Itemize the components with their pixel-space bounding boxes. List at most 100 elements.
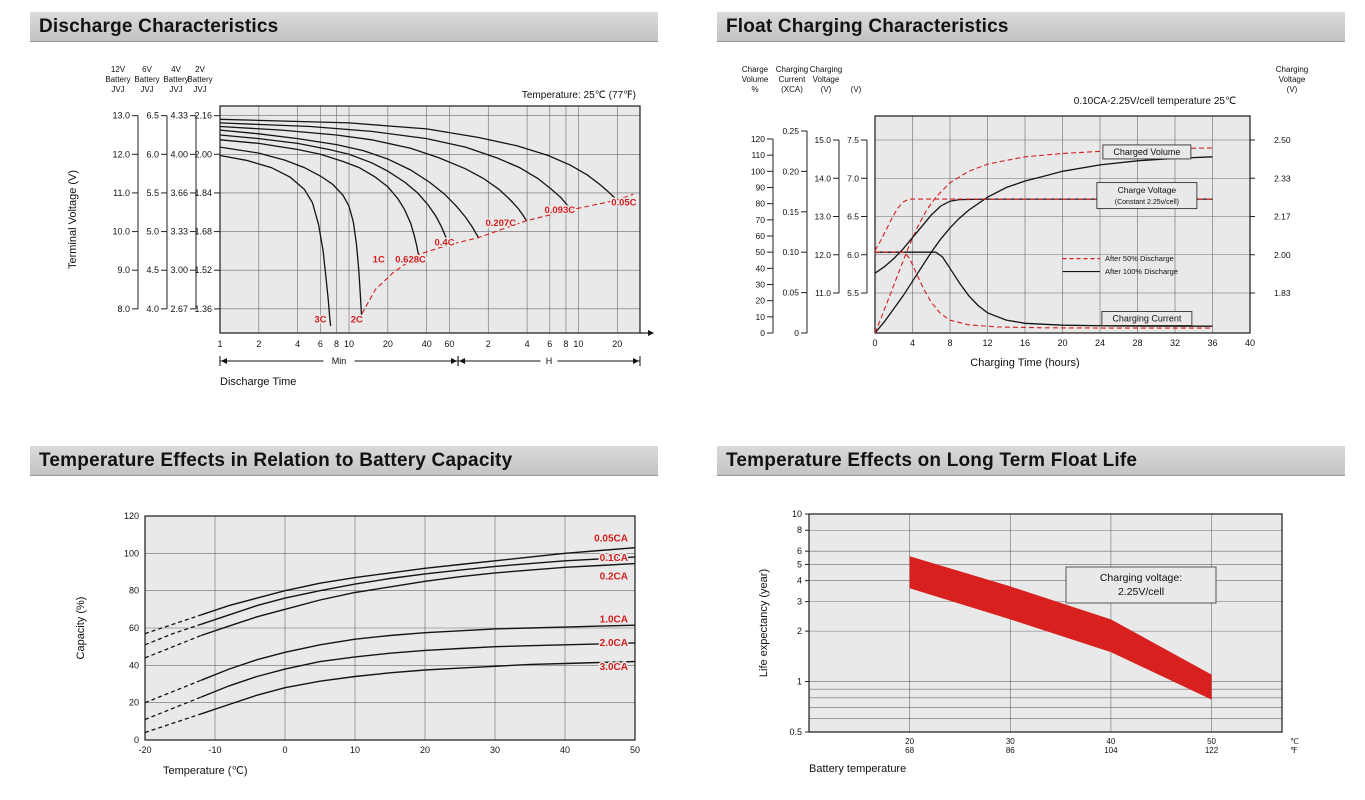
series-0.05C discharge (219, 118, 618, 201)
svg-text:Charging Time (hours): Charging Time (hours) (970, 357, 1079, 369)
svg-text:6.0: 6.0 (847, 250, 859, 260)
series-1.0CA (200, 624, 636, 681)
series-1.0CA-dashed (144, 679, 202, 704)
svg-text:℃: ℃ (1290, 737, 1299, 746)
svg-text:2.50: 2.50 (1274, 135, 1291, 145)
series-0.1CA (200, 556, 636, 625)
svg-text:Charge: Charge (742, 65, 769, 74)
svg-text:(V): (V) (851, 85, 862, 94)
svg-text:(V): (V) (821, 85, 832, 94)
svg-text:120: 120 (124, 511, 139, 521)
svg-text:0.05: 0.05 (782, 288, 799, 298)
svg-text:JVJ: JVJ (169, 85, 182, 94)
svg-text:-10: -10 (208, 745, 221, 755)
svg-text:40: 40 (756, 263, 766, 273)
svg-text:20: 20 (420, 745, 430, 755)
svg-text:1: 1 (797, 677, 802, 687)
svg-text:20: 20 (383, 339, 393, 349)
svg-text:0.628C: 0.628C (395, 254, 426, 265)
float-charging-plot: ChargeVolume%120110100908070605040302010… (742, 65, 1309, 369)
series-2.0CA-dashed (144, 696, 202, 721)
svg-text:104: 104 (1104, 746, 1118, 755)
svg-text:36: 36 (1207, 338, 1217, 348)
svg-text:40: 40 (1106, 737, 1115, 746)
svg-text:5: 5 (797, 559, 802, 569)
svg-text:-20: -20 (138, 745, 151, 755)
svg-text:0.10CA-2.25V/cell temperature: 0.10CA-2.25V/cell temperature 25℃ (1074, 96, 1236, 107)
svg-text:68: 68 (905, 746, 914, 755)
svg-text:2.67: 2.67 (170, 304, 188, 314)
discharge-chart: 12VBatteryJVJ13.012.011.010.09.08.06VBat… (67, 65, 654, 388)
svg-text:11.0: 11.0 (113, 188, 130, 198)
svg-text:After 100% Discharge: After 100% Discharge (1105, 267, 1178, 276)
svg-text:40: 40 (560, 745, 570, 755)
svg-text:90: 90 (756, 183, 766, 193)
svg-text:24: 24 (1095, 338, 1105, 348)
section-title-temp-capacity: Temperature Effects in Relation to Batte… (30, 446, 658, 476)
svg-text:5.5: 5.5 (146, 188, 159, 198)
svg-text:Terminal Voltage (V): Terminal Voltage (V) (67, 170, 79, 269)
svg-text:0.2CA: 0.2CA (600, 572, 628, 583)
section-title-discharge: Discharge Characteristics (30, 12, 658, 42)
svg-text:10: 10 (756, 312, 766, 322)
svg-text:0: 0 (872, 338, 877, 348)
svg-text:2.00: 2.00 (194, 149, 212, 159)
svg-text:60: 60 (756, 231, 766, 241)
svg-text:30: 30 (756, 280, 766, 290)
svg-text:2: 2 (486, 339, 491, 349)
svg-text:50: 50 (756, 247, 766, 257)
svg-text:40: 40 (422, 339, 432, 349)
svg-text:0: 0 (282, 745, 287, 755)
svg-text:℉: ℉ (1290, 746, 1298, 755)
svg-text:1.0CA: 1.0CA (600, 615, 628, 626)
svg-text:3.0CA: 3.0CA (600, 662, 628, 673)
svg-text:16: 16 (1020, 338, 1030, 348)
svg-text:2: 2 (797, 626, 802, 636)
svg-text:6.5: 6.5 (146, 111, 159, 121)
svg-text:Discharge Time: Discharge Time (220, 376, 296, 388)
svg-text:0.15: 0.15 (782, 207, 799, 217)
svg-text:Battery: Battery (134, 75, 159, 84)
svg-text:4: 4 (797, 576, 802, 586)
svg-text:10: 10 (350, 745, 360, 755)
svg-text:6.5: 6.5 (847, 212, 859, 222)
svg-text:12.0: 12.0 (112, 149, 130, 159)
svg-text:3.00: 3.00 (170, 265, 188, 275)
svg-text:2.00: 2.00 (1274, 250, 1291, 260)
series-0.4C discharge (219, 129, 480, 238)
svg-text:11.0: 11.0 (815, 288, 831, 298)
section-discharge: Discharge Characteristics 12V Battery JVJ 1… (30, 12, 658, 403)
svg-text:0: 0 (794, 328, 799, 338)
svg-text:3.66: 3.66 (170, 188, 188, 198)
svg-text:JVJ: JVJ (140, 85, 153, 94)
svg-text:0.4C: 0.4C (435, 237, 455, 248)
svg-text:100: 100 (751, 166, 765, 176)
series-2.0CA (200, 642, 636, 698)
svg-text:Voltage: Voltage (1279, 75, 1306, 84)
svg-text:32: 32 (1170, 338, 1180, 348)
svg-text:30: 30 (1006, 737, 1015, 746)
svg-text:6: 6 (318, 339, 323, 349)
svg-text:Min: Min (332, 356, 347, 366)
svg-text:4: 4 (295, 339, 300, 349)
svg-text:Life expectancy (year): Life expectancy (year) (758, 569, 770, 677)
series-3.0CA (200, 660, 636, 715)
svg-text:H: H (546, 356, 553, 366)
svg-text:Charging: Charging (810, 65, 842, 74)
svg-text:0.093C: 0.093C (544, 205, 575, 216)
svg-text:7.0: 7.0 (847, 173, 859, 183)
svg-text:3C: 3C (314, 315, 326, 326)
svg-text:1.52: 1.52 (194, 265, 212, 275)
svg-text:20: 20 (905, 737, 914, 746)
svg-text:8: 8 (797, 525, 802, 535)
svg-text:1.84: 1.84 (194, 188, 212, 198)
svg-text:0.1CA: 0.1CA (600, 553, 628, 564)
svg-text:5.5: 5.5 (847, 288, 859, 298)
section-float-charging: Float Charging Characteristics Charge Vol… (717, 12, 1345, 393)
svg-text:13.0: 13.0 (112, 111, 130, 121)
temp-capacity-plot: 0 20 40 60 80 100 120 -20 -10 0 10 20 30 40 50 Capacity… (75, 511, 640, 777)
svg-text:Volume: Volume (742, 75, 769, 84)
svg-text:12V: 12V (111, 65, 126, 74)
svg-text:0: 0 (134, 735, 139, 745)
